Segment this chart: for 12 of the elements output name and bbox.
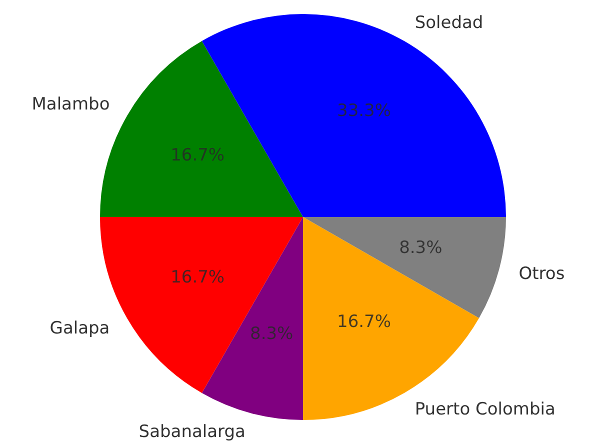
data-label: 8.3% [399,238,442,258]
data-label: 33.3% [337,101,392,122]
slice-label: Soledad [414,13,484,34]
slice-label: Galapa [50,318,110,338]
data-label: 16.7% [337,312,392,332]
data-label: 16.7% [170,145,225,166]
slice-label: Sabanalarga [138,422,246,442]
slice-label: Malambo [32,94,110,115]
data-label: 8.3% [250,324,294,344]
slice-label: Puerto Colombia [414,400,556,420]
slice-label: Otros [518,264,565,284]
data-label: 16.7% [170,267,225,288]
